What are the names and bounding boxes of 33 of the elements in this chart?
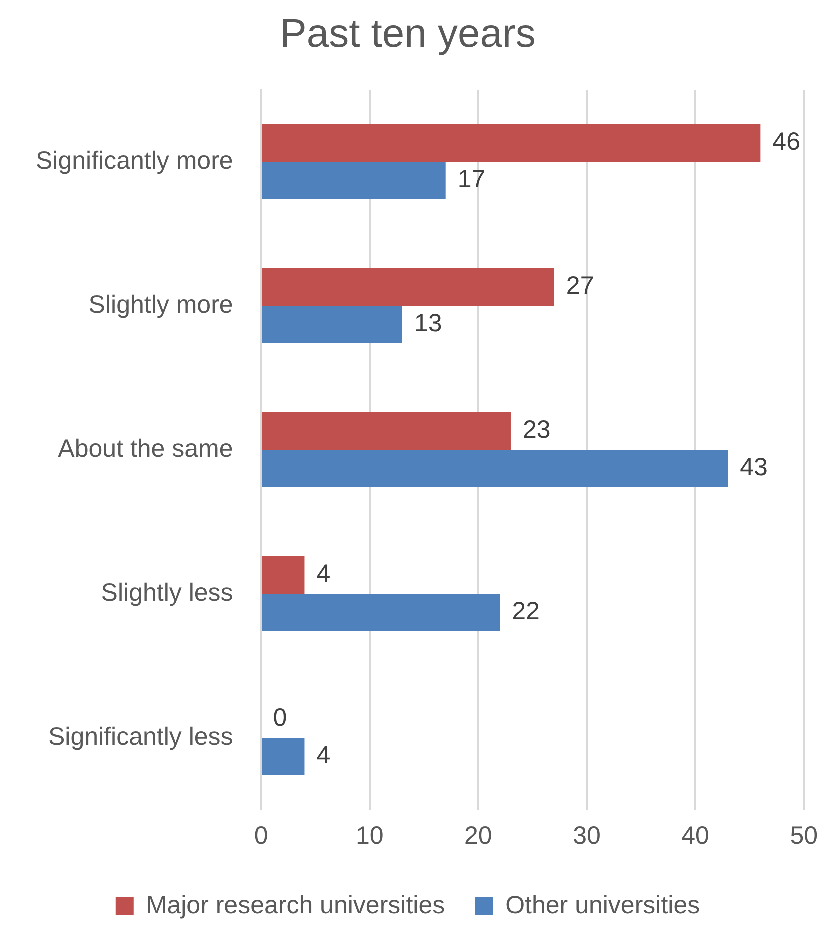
bar [262, 450, 728, 488]
data-label: 13 [414, 310, 442, 338]
data-label: 43 [740, 454, 768, 482]
y-tick-label: Slightly less [101, 578, 234, 607]
data-label: 23 [522, 416, 551, 444]
x-tick-label: 0 [254, 822, 268, 850]
bar [262, 738, 305, 776]
data-label: 4 [316, 560, 331, 588]
chart-title: Past ten years [280, 12, 536, 56]
data-label: 27 [566, 272, 594, 300]
bar [262, 556, 305, 594]
x-tick-label: 40 [682, 822, 710, 850]
bar [262, 594, 500, 632]
x-tick-label: 10 [356, 822, 384, 850]
bar [262, 162, 446, 200]
y-tick-label: Significantly less [48, 722, 234, 751]
x-tick-label: 20 [464, 822, 492, 850]
legend-label: Other universities [506, 891, 700, 920]
legend-label: Major research universities [146, 891, 446, 920]
y-tick-label: Slightly more [88, 290, 234, 319]
bar [262, 412, 511, 450]
x-tick-label: 50 [790, 822, 818, 850]
data-label: 22 [512, 598, 540, 626]
data-label: 17 [458, 166, 486, 194]
data-label: 0 [273, 704, 288, 732]
bar [262, 306, 402, 344]
data-label: 46 [772, 128, 800, 156]
data-label: 4 [316, 742, 331, 770]
y-tick-label: About the same [58, 434, 234, 463]
y-tick-label: Significantly more [36, 146, 234, 175]
x-tick-label: 30 [573, 822, 601, 850]
bar [262, 268, 554, 306]
bar [262, 124, 761, 162]
